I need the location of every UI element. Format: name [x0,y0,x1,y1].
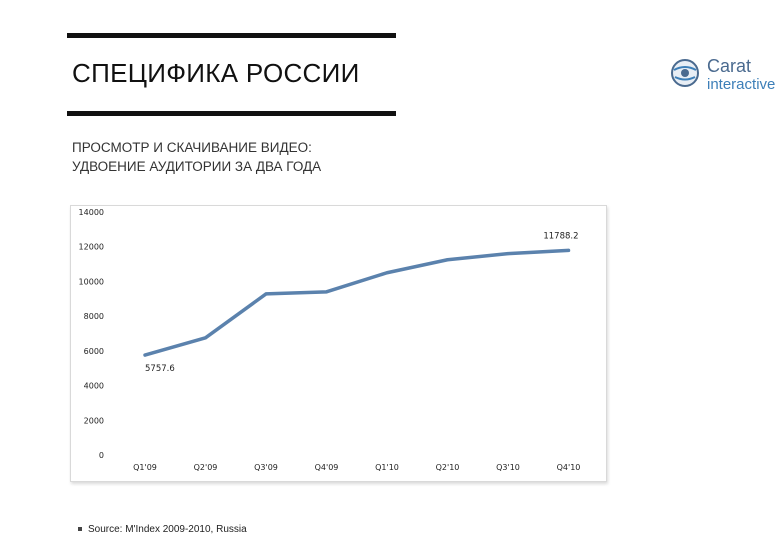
data-point [385,271,389,275]
source-note: Source: M'Index 2009-2010, Russia [78,524,247,535]
data-point [506,252,510,256]
source-text: Source: M'Index 2009-2010, Russia [88,524,247,535]
title-top-rule [67,33,396,38]
data-point [204,336,207,340]
y-tick-label: 6000 [84,347,104,356]
y-tick-label: 8000 [84,312,104,321]
data-point [264,292,268,296]
subtitle-line-1: ПРОСМОТР И СКАЧИВАНИЕ ВИДЕО: [72,140,312,155]
globe-icon [671,59,699,87]
series-line [143,248,571,357]
bullet-icon [78,527,82,532]
x-tick-label: Q2'10 [436,463,460,472]
x-tick-label: Q1'10 [375,463,399,472]
logo-sub-text: interactive [707,76,776,93]
logo-brand-text: Carat [707,56,752,76]
y-tick-label: 14000 [79,208,104,217]
data-point [143,353,147,357]
subtitle-line-2: УДВОЕНИЕ АУДИТОРИИ ЗА ДВА ГОДА [72,159,322,174]
page-title: СПЕЦИФИКА РОССИИ [72,58,360,88]
data-label: 5757.6 [145,364,175,374]
chart-subtitle: ПРОСМОТР И СКАЧИВАНИЕ ВИДЕО: УДВОЕНИЕ АУ… [72,138,321,176]
data-point [567,248,570,252]
x-tick-label: Q2'09 [194,463,218,472]
x-tick-label: Q4'10 [557,463,581,472]
x-tick-label: Q1'09 [133,463,157,472]
x-tick-label: Q4'09 [315,463,339,472]
y-tick-label: 12000 [79,243,104,252]
y-tick-label: 2000 [84,416,104,425]
y-tick-label: 10000 [79,277,104,286]
x-tick-label: Q3'09 [254,463,278,472]
carat-logo: Carat interactive [670,56,780,100]
chart-frame [70,205,607,482]
data-point [325,290,328,294]
title-bottom-rule [67,111,396,116]
x-tick-label: Q3'10 [496,463,520,472]
y-tick-label: 0 [99,451,104,460]
y-tick-label: 4000 [84,382,104,391]
data-point [446,258,449,262]
data-label: 11788.2 [543,231,578,241]
